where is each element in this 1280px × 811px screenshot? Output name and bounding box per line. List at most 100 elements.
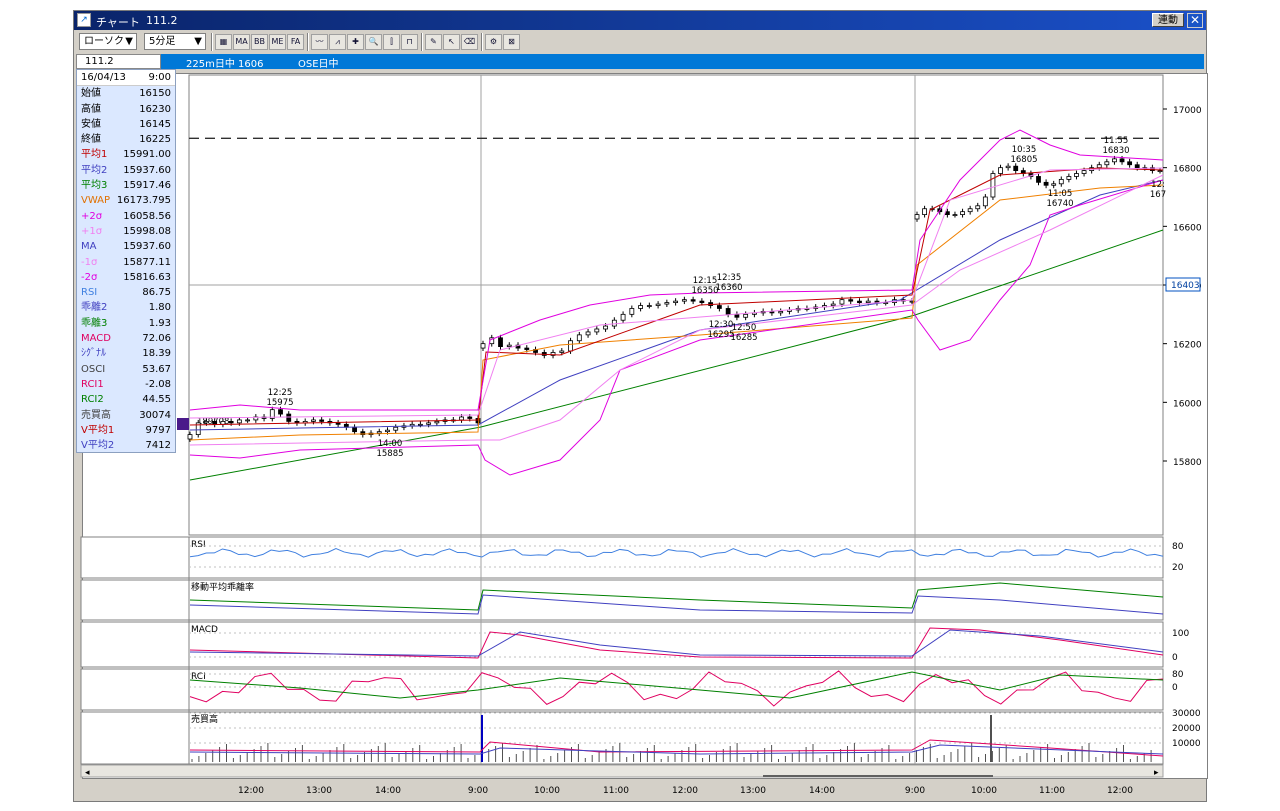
data-row-value: 30074	[139, 409, 171, 421]
bars-icon[interactable]: ⊓	[401, 34, 418, 50]
candle-body	[568, 340, 573, 352]
data-row-label: 乖離3	[81, 317, 108, 329]
toolbar-divider	[421, 33, 423, 51]
candle-body	[187, 434, 193, 440]
ma3-line	[189, 229, 1164, 481]
candle-body	[638, 305, 643, 309]
candle-body	[409, 423, 415, 427]
line-chart-icon[interactable]: 〰	[311, 34, 328, 50]
clear-icon[interactable]: ⊠	[503, 34, 520, 50]
annotation-time: 12:50	[732, 323, 757, 333]
symbol-input[interactable]: 111.2	[76, 54, 161, 69]
trend-icon[interactable]: ⩘	[329, 34, 346, 50]
data-row-value: 53.67	[142, 363, 171, 375]
interval-select[interactable]: 5分足 ▼	[144, 33, 206, 50]
annotation-time: 11:05	[1048, 189, 1073, 199]
data-row: 乖離2 1.80	[77, 300, 175, 315]
data-row-label: 平均1	[81, 149, 108, 161]
annotation-price: 16285	[730, 333, 757, 343]
data-row-value: 16145	[139, 118, 171, 130]
data-row-label: 終値	[81, 134, 101, 146]
candle-body	[1066, 176, 1072, 180]
horizontal-scrollbar	[80, 764, 1164, 778]
ma-button[interactable]: MA	[233, 34, 250, 50]
data-row-value: 1.93	[148, 317, 171, 329]
data-row-label: 平均3	[81, 180, 108, 192]
candle-body	[982, 196, 988, 207]
data-row-label: RCI1	[81, 378, 104, 390]
data-row-label: -1σ	[81, 256, 98, 268]
info-bar: 111.2 225m日中 1606 OSE日中	[76, 54, 1204, 70]
data-panel-header: 16/04/13 9:00	[77, 70, 175, 87]
data-row: +1σ 15998.08	[77, 224, 175, 239]
annotation-time: 14:00	[378, 439, 403, 449]
candle-body	[655, 303, 661, 306]
bb-button[interactable]: BB	[251, 34, 268, 50]
rci1-line	[189, 670, 1164, 707]
rsi-line	[189, 547, 1164, 558]
fa-button[interactable]: FA	[287, 34, 304, 50]
eraser-icon[interactable]: ⌫	[461, 34, 478, 50]
candle-icon[interactable]: ⫿	[383, 34, 400, 50]
data-row: +2σ 16058.56	[77, 209, 175, 224]
candle-body	[960, 211, 965, 216]
candle-body	[690, 299, 696, 302]
pen-icon[interactable]: ✎	[425, 34, 442, 50]
data-row: MACD 72.06	[77, 331, 175, 346]
candle-body	[1119, 158, 1125, 163]
data-row: 平均2 15937.60	[77, 163, 175, 178]
scroll-right-icon: ▸	[1154, 768, 1159, 778]
candle-body	[857, 300, 862, 303]
candle-body	[498, 337, 503, 347]
candle-body	[830, 303, 836, 306]
link-button[interactable]: 連動	[1152, 13, 1184, 27]
x-tick-label: 12:00	[238, 786, 264, 796]
me-button[interactable]: ME	[269, 34, 286, 50]
data-row-label: VWAP	[81, 195, 111, 207]
y-tick-label: 16600	[1173, 223, 1202, 233]
candle-body	[603, 325, 608, 330]
data-row: 安値 16145	[77, 117, 175, 132]
indicator-panel-frame	[80, 536, 1164, 579]
data-row-value: 72.06	[142, 333, 171, 345]
bb-lower1-line	[189, 174, 1164, 446]
close-icon[interactable]: ✕	[1187, 13, 1203, 28]
x-tick-label: 10:00	[534, 786, 560, 796]
candle-body	[673, 300, 679, 303]
indicator-settings-icon[interactable]: ▦	[215, 34, 232, 50]
candle-body	[352, 426, 357, 433]
candle-body	[204, 420, 209, 424]
candle-body	[212, 420, 218, 425]
crosshair-icon[interactable]: ✚	[347, 34, 364, 50]
candle-body	[220, 420, 226, 425]
cursor-icon[interactable]: ↖	[443, 34, 460, 50]
candle-body	[524, 347, 530, 350]
data-panel: 16/04/13 9:00 始値 16150 高値 16230 安値 16145 終値 162…	[76, 69, 176, 453]
data-row-value: 1.80	[148, 302, 171, 314]
data-row-value: 16230	[139, 103, 171, 115]
chart-app-icon: ↗	[77, 13, 91, 27]
data-row-value: 16058.56	[123, 210, 171, 222]
data-row-label: 高値	[81, 103, 101, 115]
candle-body	[998, 167, 1003, 174]
deviation3-line	[189, 582, 1164, 611]
data-row-label: 安値	[81, 118, 101, 130]
y-tick-label: 16000	[1173, 399, 1202, 409]
data-row-value: 15937.60	[123, 164, 171, 176]
data-row: ｼｸﾞﾅﾙ 18.39	[77, 346, 175, 361]
panel-tick-label: 0	[1172, 653, 1178, 663]
settings-icon[interactable]: ⚙	[485, 34, 502, 50]
candle-body	[1013, 165, 1019, 171]
candle-body	[743, 313, 749, 318]
data-row-value: 86.75	[142, 287, 171, 299]
candle-body	[195, 422, 201, 436]
candle-body	[681, 299, 687, 302]
chart-type-select[interactable]: ローソク ▼	[79, 33, 137, 50]
panel-label: RCI	[191, 672, 206, 682]
zoom-icon[interactable]: 🔍	[365, 34, 382, 50]
data-row: 平均1 15991.00	[77, 147, 175, 162]
candle-body	[360, 431, 366, 435]
data-row-label: ｼｸﾞﾅﾙ	[81, 348, 106, 360]
panel-tick-label: 80	[1172, 670, 1184, 680]
